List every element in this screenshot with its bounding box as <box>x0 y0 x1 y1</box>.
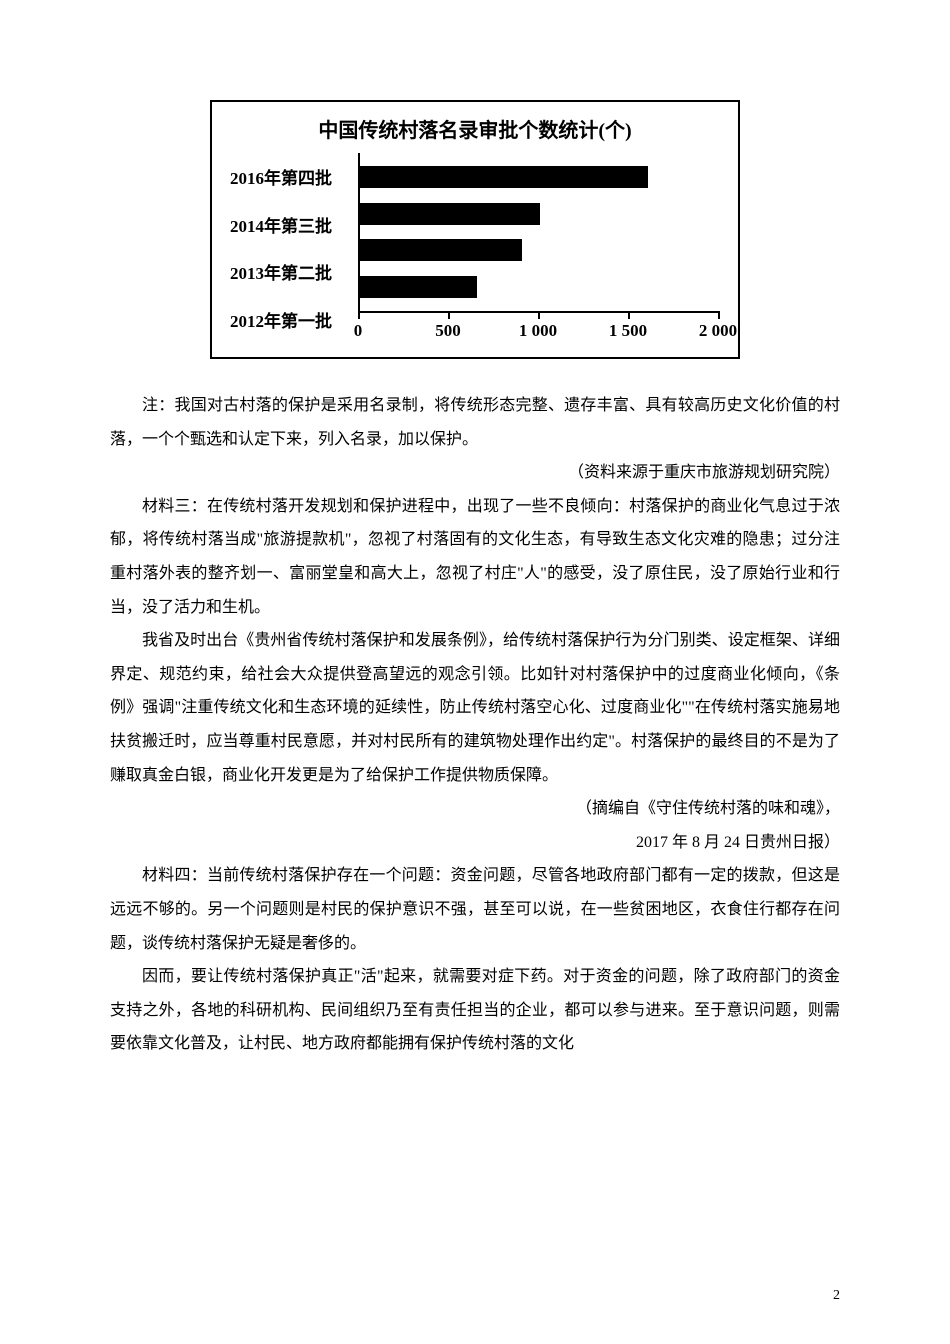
y-label-2: 2013年第二批 <box>230 254 354 290</box>
bar-3 <box>360 276 477 298</box>
x-tick-2 <box>538 311 540 319</box>
material3-source1: （摘编自《守住传统村落的味和魂》， <box>110 792 840 826</box>
material4-p2: 因而，要让传统村落保护真正"活"起来，就需要对症下药。对于资金的问题，除了政府部… <box>110 960 840 1061</box>
chart-source: （资料来源于重庆市旅游规划研究院） <box>110 456 840 490</box>
chart-title: 中国传统村落名录审批个数统计(个) <box>230 114 720 143</box>
material3-source2: 2017 年 8 月 24 日贵州日报） <box>110 826 840 860</box>
bar-1 <box>360 203 540 225</box>
x-label-3: 1 500 <box>609 321 647 341</box>
x-tick-0 <box>358 311 360 319</box>
y-axis-labels: 2016年第四批 2014年第三批 2013年第二批 2012年第一批 <box>230 153 358 343</box>
x-label-2: 1 000 <box>519 321 557 341</box>
material4-p1: 材料四：当前传统村落保护存在一个问题：资金问题，尽管各地政府部门都有一定的拨款，… <box>110 859 840 960</box>
x-label-1: 500 <box>435 321 461 341</box>
material3-p2: 我省及时出台《贵州省传统村落保护和发展条例》，给传统村落保护行为分门别类、设定框… <box>110 624 840 792</box>
y-label-0: 2016年第四批 <box>230 159 354 195</box>
chart-note: 注：我国对古村落的保护是采用名录制，将传统形态完整、遗存丰富、具有较高历史文化价… <box>110 389 840 456</box>
x-tick-3 <box>628 311 630 319</box>
x-ticks <box>358 313 720 321</box>
y-label-1: 2014年第三批 <box>230 206 354 242</box>
x-tick-1 <box>448 311 450 319</box>
plot-area: 05001 0001 5002 000 <box>358 153 720 343</box>
material3-p1: 材料三：在传统村落开发规划和保护进程中，出现了一些不良倾向：村落保护的商业化气息… <box>110 490 840 624</box>
page-number: 2 <box>833 1288 840 1304</box>
bar-2 <box>360 239 522 261</box>
x-label-4: 2 000 <box>699 321 737 341</box>
bar-0 <box>360 166 648 188</box>
chart-body: 2016年第四批 2014年第三批 2013年第二批 2012年第一批 0 500… <box>230 153 720 343</box>
x-label-0: 0 <box>354 321 363 341</box>
bars-area <box>358 153 720 313</box>
y-label-3: 2012年第一批 <box>230 301 354 337</box>
chart-container: 中国传统村落名录审批个数统计(个) 2016年第四批 2014年第三批 2013… <box>210 100 740 359</box>
x-tick-4 <box>718 311 720 319</box>
x-axis-labels: 05001 0001 5002 000 <box>358 321 720 343</box>
